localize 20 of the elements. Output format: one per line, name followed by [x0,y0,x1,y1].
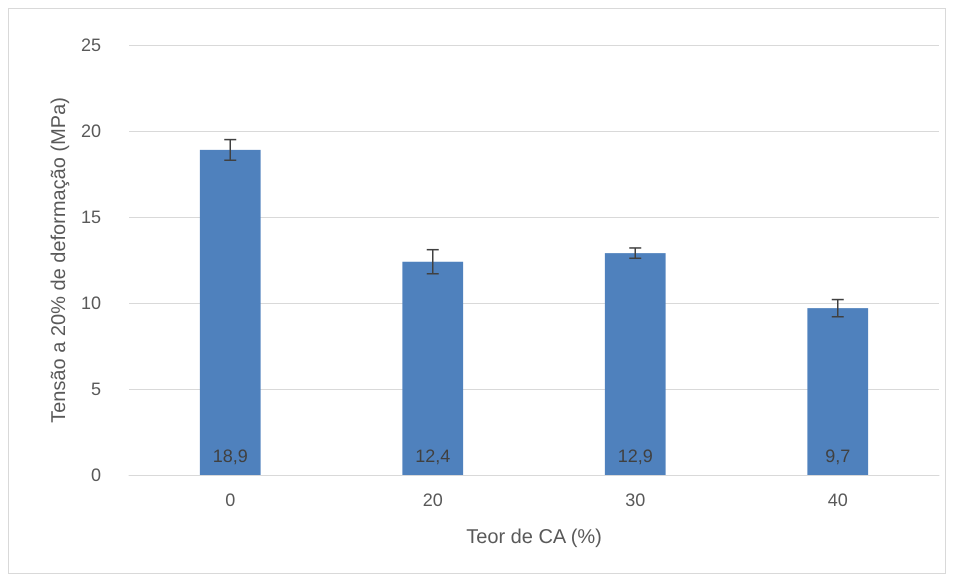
x-tick-label: 40 [828,490,848,510]
y-tick-label: 15 [80,207,101,227]
y-axis-title: Tensão a 20% de deformação (MPa) [48,97,70,423]
y-tick-label: 25 [80,35,101,55]
data-label: 12,9 [618,446,653,466]
data-label: 9,7 [825,446,850,466]
y-tick-label: 0 [90,465,101,485]
bar [604,253,666,475]
x-axis-title: Teor de CA (%) [466,526,602,548]
x-tick-label: 20 [422,490,443,510]
x-tick-label: 30 [625,490,646,510]
y-tick-label: 20 [80,121,101,141]
y-tick-label: 10 [80,293,101,313]
x-tick-label: 0 [225,490,236,510]
bar [200,150,261,475]
data-label: 12,4 [415,446,450,466]
bar [402,262,464,475]
bar [807,308,868,475]
data-label: 18,9 [212,446,248,466]
y-tick-label: 5 [90,379,101,399]
